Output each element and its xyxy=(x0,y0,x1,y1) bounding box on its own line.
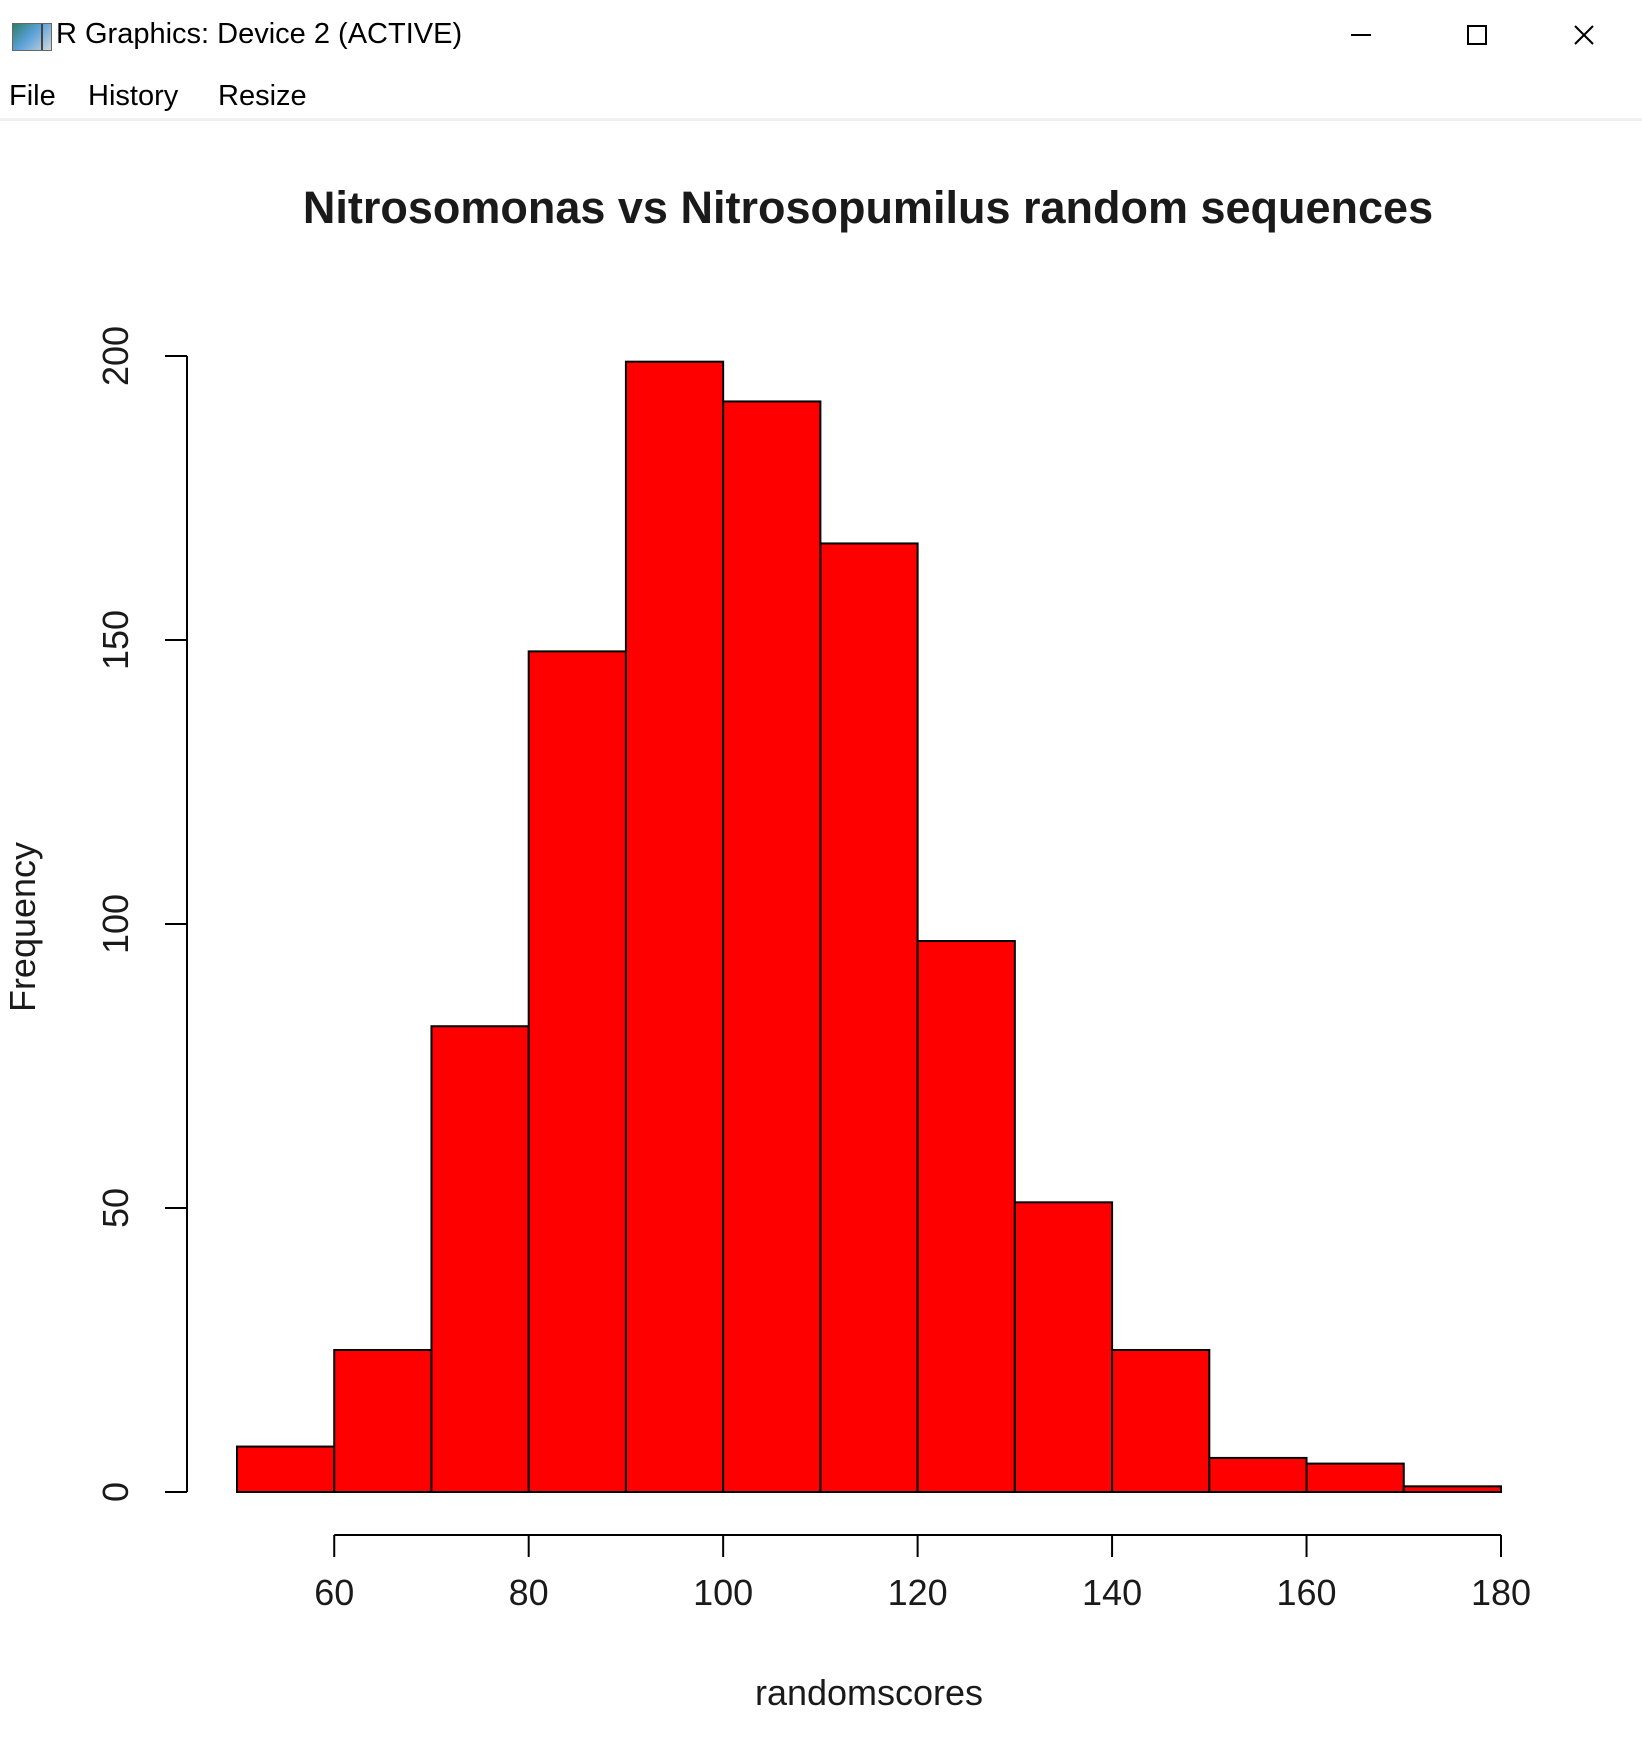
x-tick-label-3: 120 xyxy=(888,1572,948,1613)
y-tick-label-4: 200 xyxy=(95,326,136,386)
menu-resize[interactable]: Resize xyxy=(218,80,307,112)
y-tick-label-2: 100 xyxy=(95,894,136,954)
menu-history[interactable]: History xyxy=(88,80,179,112)
x-tick-label-5: 160 xyxy=(1276,1572,1336,1613)
r-graphics-icon xyxy=(12,23,52,51)
window-title: R Graphics: Device 2 (ACTIVE) xyxy=(56,18,463,50)
menu-bar: File History Resize xyxy=(0,72,1642,121)
x-tick-label-2: 100 xyxy=(693,1572,753,1613)
x-tick-label-6: 180 xyxy=(1471,1572,1531,1613)
histogram-bar-12 xyxy=(1402,1485,1503,1493)
x-tick-label-0: 60 xyxy=(314,1572,354,1613)
x-tick-label-1: 80 xyxy=(509,1572,549,1613)
minimize-icon xyxy=(1351,34,1371,36)
minimize-button[interactable] xyxy=(1303,0,1419,70)
histogram-bar-2 xyxy=(430,1025,530,1493)
histogram-bar-1 xyxy=(333,1349,433,1493)
x-tick-label-4: 140 xyxy=(1082,1572,1142,1613)
close-icon xyxy=(1574,25,1594,45)
y-axis-label: Frequency xyxy=(2,842,43,1012)
y-tick-label-3: 150 xyxy=(95,610,136,670)
close-button[interactable] xyxy=(1526,0,1642,70)
histogram-chart: Nitrosomonas vs Nitrosopumilus random se… xyxy=(2,182,1531,1713)
chart-title: Nitrosomonas vs Nitrosopumilus random se… xyxy=(303,182,1433,233)
maximize-icon xyxy=(1467,25,1487,45)
histogram-bar-3 xyxy=(527,650,627,1493)
histogram-bar-8 xyxy=(1013,1201,1114,1493)
title-bar: R Graphics: Device 2 (ACTIVE) xyxy=(0,0,1642,70)
histogram-bar-11 xyxy=(1305,1462,1405,1493)
histogram-bar-5 xyxy=(722,400,822,1494)
y-tick-label-0: 0 xyxy=(95,1482,136,1502)
plot-area: Nitrosomonas vs Nitrosopumilus random se… xyxy=(0,121,1642,1740)
menu-file[interactable]: File xyxy=(9,80,56,112)
histogram-bar-0 xyxy=(236,1445,336,1494)
histogram-bar-10 xyxy=(1208,1456,1308,1494)
x-axis-label: randomscores xyxy=(755,1672,983,1713)
histogram-bar-7 xyxy=(916,940,1016,1493)
y-tick-label-1: 50 xyxy=(95,1188,136,1228)
histogram-bar-6 xyxy=(819,542,919,1493)
maximize-button[interactable] xyxy=(1419,0,1535,70)
histogram-bar-9 xyxy=(1111,1349,1211,1493)
histogram-bar-4 xyxy=(624,360,725,1493)
